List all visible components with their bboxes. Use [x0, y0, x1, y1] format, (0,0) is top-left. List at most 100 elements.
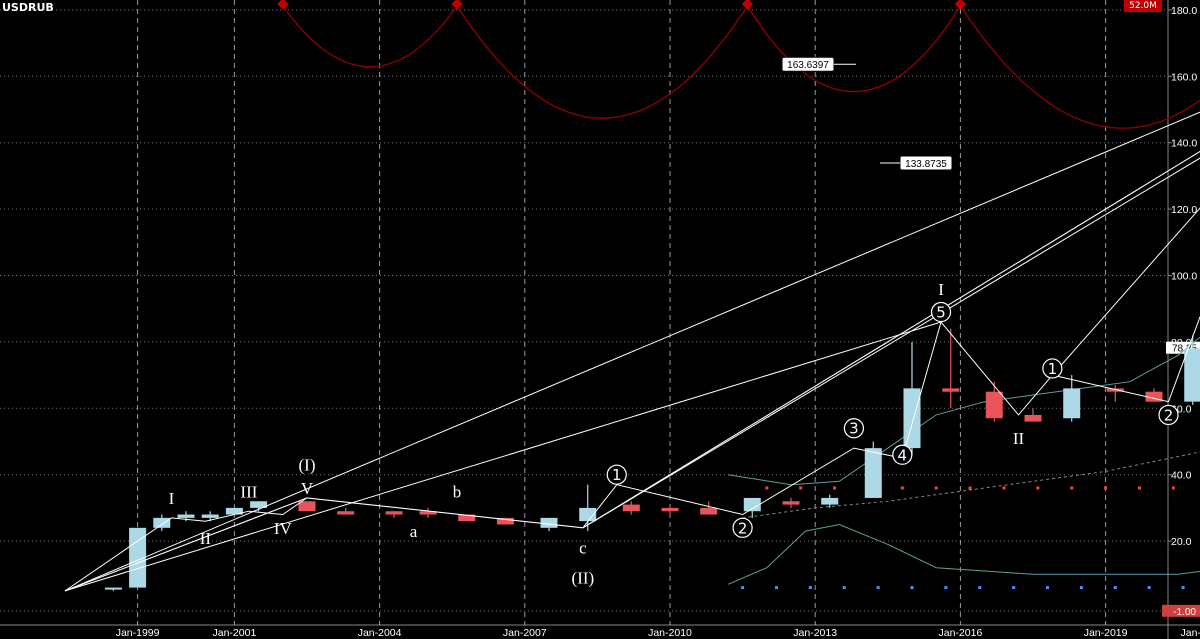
red-dot — [1002, 486, 1006, 490]
candle-body — [201, 514, 219, 518]
candle-body — [782, 501, 800, 505]
blue-dot — [1046, 586, 1050, 590]
candle-body — [985, 391, 1003, 419]
candle-body — [903, 388, 921, 449]
wave-label-circle — [606, 464, 627, 485]
candle-body — [337, 511, 355, 515]
cycle-arc — [282, 5, 458, 68]
wave-label: 1 — [612, 466, 622, 484]
x-tick-label: Jan-1999 — [116, 627, 160, 639]
moving-average-slow — [742, 451, 1200, 519]
red-dot — [765, 486, 769, 490]
candle-body — [661, 507, 679, 512]
moving-average-fast — [728, 336, 1200, 486]
y-tick-label: 40.0 — [1171, 470, 1192, 482]
indicator-line — [727, 523, 1200, 585]
red-dot — [799, 486, 803, 490]
blue-dot — [774, 586, 778, 590]
candle-body — [622, 504, 640, 512]
candle-body — [821, 497, 839, 505]
x-tick-label: Jan-2016 — [939, 627, 983, 639]
candle-body — [942, 388, 960, 392]
channel-line — [64, 111, 1200, 592]
candle-body — [1184, 348, 1200, 402]
x-tick-label: Jan-2013 — [793, 627, 837, 639]
cycle-marker — [451, 0, 463, 10]
blue-dot — [741, 586, 745, 590]
candle-body — [104, 587, 122, 590]
wave-label: V — [301, 479, 314, 498]
cycle-marker — [954, 0, 967, 10]
wave-label: a — [410, 522, 418, 541]
red-dot — [1171, 486, 1175, 490]
x-tick-label: Jan-2001 — [213, 627, 257, 639]
blue-dot — [978, 586, 982, 590]
volume-badge: 52.0M — [1124, 0, 1162, 12]
candle-body — [225, 507, 243, 515]
candle-body — [298, 501, 316, 512]
x-tick-label: Jan-2007 — [503, 627, 547, 639]
red-dot — [1070, 486, 1074, 490]
blue-dot — [1181, 586, 1185, 590]
y-tick-label: 100.0 — [1171, 271, 1197, 283]
candle-body — [579, 507, 597, 522]
candle-body — [1063, 388, 1081, 419]
candle-body — [496, 517, 514, 525]
blue-dot — [842, 586, 846, 590]
candle-body — [864, 448, 882, 498]
wave-label: II — [200, 529, 212, 548]
x-tick-label: Jan-2010 — [648, 627, 692, 639]
wave-label-circle — [1042, 358, 1063, 379]
cycle-arc — [456, 5, 749, 119]
sub-wave-path — [582, 315, 1200, 529]
blue-dot — [910, 586, 914, 590]
candle-body — [700, 507, 718, 515]
candle-body — [1106, 388, 1124, 392]
x-tick-label: Jan-2021 — [1181, 627, 1200, 639]
candle-body — [385, 511, 403, 515]
candle-body — [1145, 391, 1163, 402]
candle-body — [129, 527, 147, 588]
channel-line — [1052, 207, 1200, 376]
red-dot — [1137, 486, 1141, 490]
wave-label: 4 — [898, 446, 908, 464]
candle-body — [153, 517, 171, 528]
candle-body — [1024, 414, 1042, 422]
wave-label: (I) — [299, 456, 316, 475]
cycle-arc — [746, 5, 961, 93]
candle-body — [419, 511, 437, 515]
wave-label: I — [169, 489, 175, 508]
wave-label: 2 — [738, 519, 748, 537]
candle-body — [250, 501, 268, 508]
candle-body — [458, 514, 476, 522]
candle-body — [540, 517, 558, 528]
blue-dot — [1147, 586, 1151, 590]
wave-label-circle — [1158, 404, 1179, 426]
wave-label-circle — [843, 418, 865, 439]
channel-line — [64, 321, 942, 592]
y-tick-label: 20.0 — [1171, 536, 1192, 548]
y-tick-label: 160.0 — [1171, 71, 1197, 83]
wave-label-circle — [930, 301, 952, 323]
cycle-arc — [959, 5, 1200, 129]
wave-label: III — [240, 482, 257, 501]
blue-dot — [1012, 586, 1016, 590]
cycle-marker — [277, 0, 289, 10]
wave-label: 2 — [1164, 406, 1174, 424]
wave-label: c — [579, 539, 587, 558]
main-wave-path — [64, 150, 1200, 592]
wave-label: IV — [274, 519, 293, 538]
wave-label: II — [1013, 429, 1025, 448]
cycle-marker — [741, 0, 754, 10]
red-dot — [900, 486, 904, 490]
wave-label: 5 — [936, 304, 946, 322]
price-callout-label: 163.6397 — [787, 60, 829, 71]
y-tick-label: -1.00 — [1173, 607, 1196, 618]
wave-label: I — [938, 280, 944, 299]
wave-label-circle — [892, 444, 913, 465]
wave-label: 3 — [849, 420, 859, 438]
channel-line — [582, 157, 1200, 529]
x-tick-label: Jan-2004 — [358, 627, 402, 639]
y-tick-label: 120.0 — [1171, 204, 1197, 216]
